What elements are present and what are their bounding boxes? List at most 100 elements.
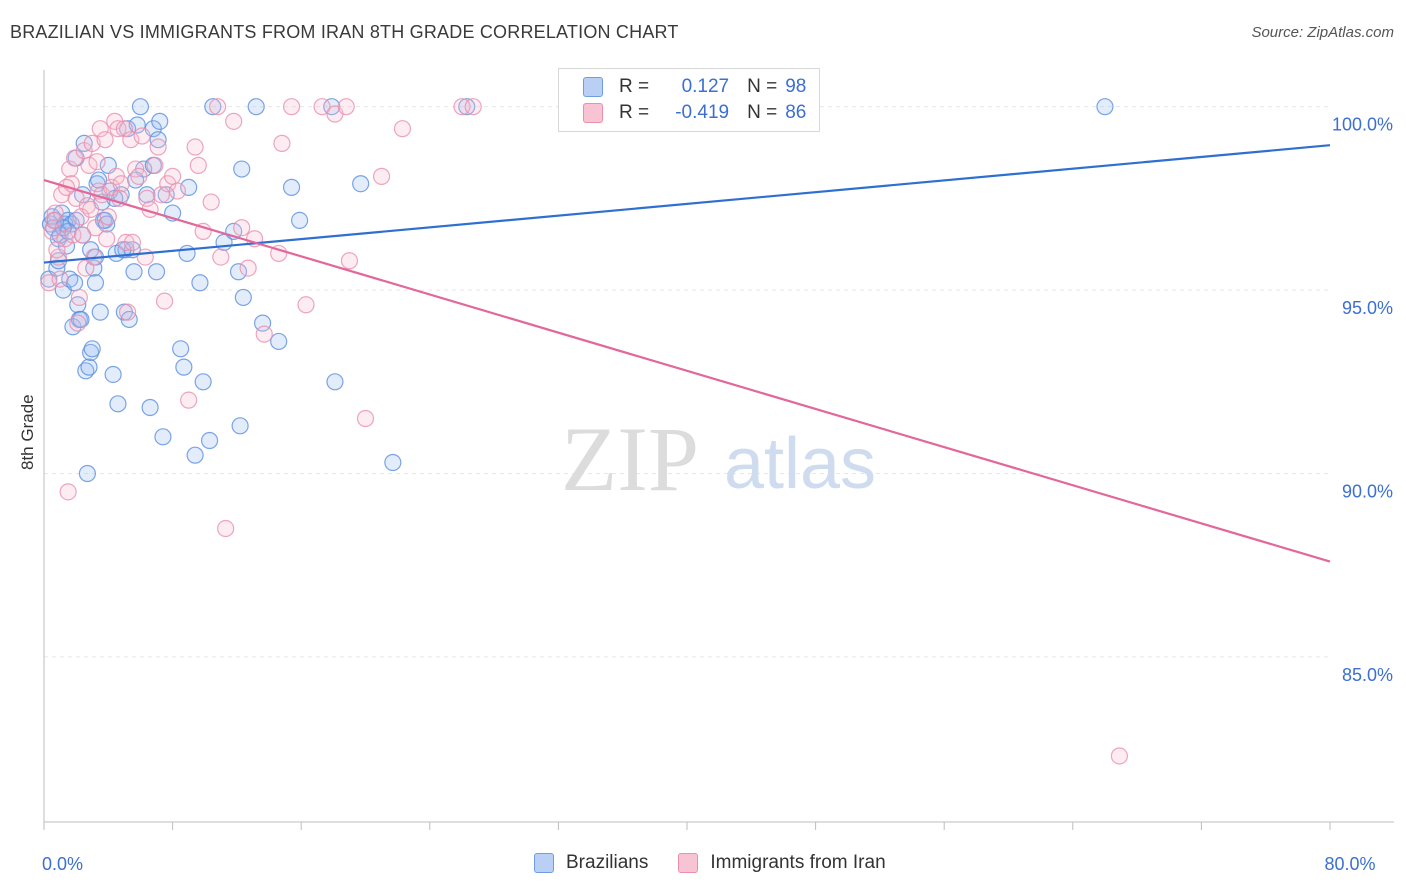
legend-swatch-iran [678,853,699,873]
brazilians-point [191,274,209,292]
iran-point [69,314,87,332]
brazilians-point [234,288,252,307]
legend-n-label: N = [747,102,778,123]
legend-swatch-brazilians [583,77,603,97]
brazilians-point [138,186,156,204]
brazilians-point [290,211,309,229]
iran-point [118,303,137,321]
legend-label-iran: Immigrants from Iran [710,852,886,873]
iran-point [59,483,77,501]
iran-point [88,153,106,171]
iran-point [212,248,230,266]
iran-point [83,134,101,152]
chart-title: BRAZILIAN VS IMMIGRANTS FROM IRAN 8TH GR… [10,22,679,42]
iran-point [393,120,412,138]
iran-point [96,131,114,149]
brazilians-point [80,358,98,376]
iran-point [225,112,243,130]
brazilians-point [131,98,150,116]
brazilians-point [254,314,272,332]
iran-point [99,208,117,226]
iran-point [112,175,130,193]
brazilians-point [128,116,146,134]
iran-point [146,156,164,174]
legend-r-label: R = [619,76,650,97]
iran-point [80,156,98,174]
iran-point [180,391,198,409]
watermark-atlas: atlas [724,424,876,504]
iran-point [149,138,167,156]
brazilians-point [172,340,190,358]
watermark: ZIP atlas [561,408,876,510]
iran-point [297,296,315,314]
legend-swatch-brazilians [534,853,554,873]
iran-point [82,200,100,218]
iran-trend-line [43,178,1331,563]
iran-point [233,219,251,237]
brazilians-point [151,112,169,130]
brazilians-point [154,428,172,446]
brazilians-point [175,358,193,376]
brazilians-point [178,244,196,263]
legend-label-brazilians: Brazilians [566,852,649,873]
iran-point [1110,747,1129,765]
brazilians-point [326,373,344,391]
iran-point [51,270,69,288]
iran-point [64,226,82,244]
y-tick-label: 85.0% [1342,665,1393,685]
brazilians-point [180,178,198,196]
iran-point [464,98,482,116]
iran-point [130,167,148,185]
tick-labels: 100.0% 95.0% 90.0% 85.0% 0.0% 80.0% [42,115,1393,874]
brazilians-point [270,332,288,351]
iran-point [239,259,257,277]
brazilians-point [157,186,175,204]
iran-point [43,222,61,241]
brazilians-point [147,263,166,281]
iran-point [98,230,116,248]
iran-point [164,167,182,185]
brazilians-point [282,178,301,196]
brazilians-point [104,365,122,384]
iran-point [48,241,66,259]
legend-item-brazilians[interactable]: Brazilians [534,852,648,874]
iran-point [136,248,154,266]
trend-lines [43,144,1331,563]
brazilians-point [86,274,105,292]
iran-point [133,127,151,145]
legend-n-value: 86 [785,102,807,123]
iran-point [189,156,207,174]
brazilians-point [231,417,249,435]
x-tick-label: 0.0% [42,854,83,874]
legend-item-iran[interactable]: Immigrants from Iran [678,852,886,874]
y-tick-label: 95.0% [1342,298,1393,318]
brazilians-point [1096,98,1114,116]
series-legend: Brazilians Immigrants from Iran [534,852,916,874]
iran-point [209,98,227,116]
brazilians-point [91,303,109,321]
brazilians-point [65,274,84,292]
legend-r-value: 0.127 [681,76,730,97]
iran-point [282,98,301,116]
iran-point [91,120,109,138]
iran-point [313,98,331,116]
iran-point [115,120,133,138]
brazilians-point [149,131,167,149]
iran-point [86,219,105,237]
data-points [40,98,1129,765]
iran-point [61,160,79,178]
legend-r-label: R = [619,102,650,123]
brazilians-point [233,160,251,178]
iran-point [255,325,273,343]
legend-swatch-iran [583,103,603,123]
brazilians-point [83,340,101,358]
legend-n-value: 98 [785,76,807,97]
brazilians-point [109,395,127,413]
iran-point [70,288,88,307]
stats-legend: R = 0.127 N = 98 R = -0.419 N = 86 [558,68,820,132]
y-tick-label: 100.0% [1332,115,1393,135]
brazilians-point [458,98,476,116]
iran-point [356,409,375,428]
legend-n-label: N = [747,76,778,97]
